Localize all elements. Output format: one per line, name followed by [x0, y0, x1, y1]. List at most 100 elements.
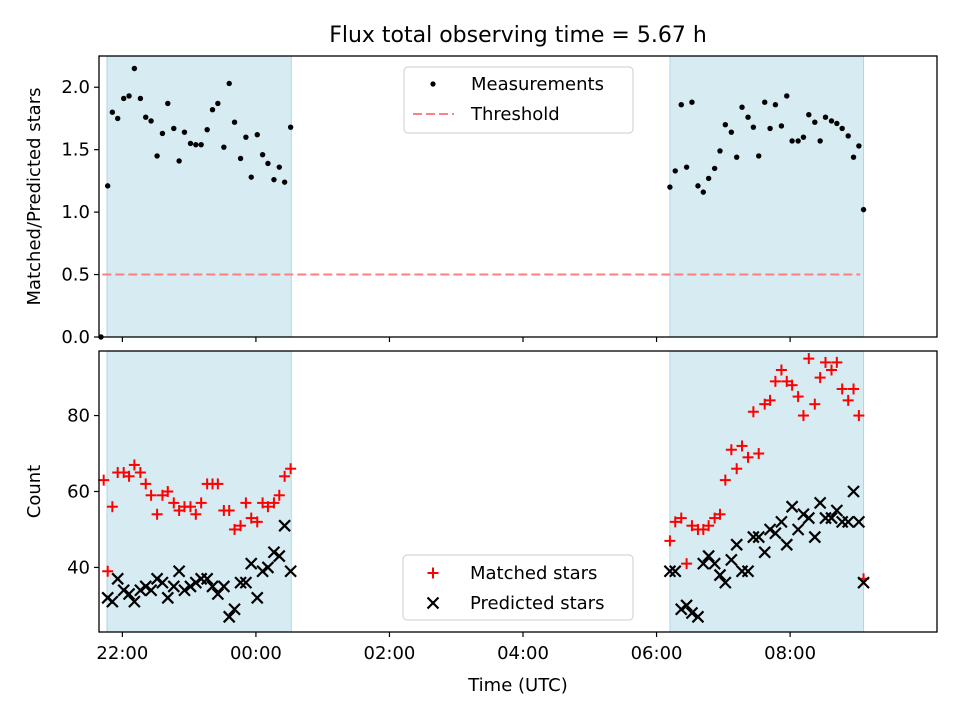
- predicted-star-point: [144, 583, 158, 597]
- predicted-star-point: [741, 564, 755, 578]
- predicted-star-point: [691, 610, 705, 624]
- matched-star-point: [273, 489, 285, 501]
- cross-stroke-b: [852, 515, 866, 529]
- x-tick-label: 08:00: [764, 643, 816, 664]
- x-tick-label: 00:00: [230, 643, 282, 664]
- cross-stroke-b: [172, 564, 186, 578]
- predicted-star-point: [802, 511, 816, 525]
- measurement-point: [176, 158, 182, 164]
- predicted-star-point: [156, 576, 169, 589]
- measurement-point: [221, 144, 227, 150]
- measurement-point: [756, 153, 762, 159]
- cross-stroke-b: [825, 511, 838, 525]
- bot-shaded-interval-1: [669, 350, 865, 633]
- predicted-star-point: [178, 583, 191, 597]
- cross-stroke-b: [769, 526, 782, 540]
- predicted-star-point: [775, 515, 788, 529]
- measurement-point: [667, 184, 673, 190]
- measurement-point: [237, 155, 244, 162]
- predicted-star-point: [852, 515, 866, 529]
- matched-star-point: [803, 353, 815, 365]
- measurement-point: [745, 114, 751, 120]
- cross-stroke-b: [713, 568, 727, 582]
- y-tick-label: 80: [67, 406, 90, 427]
- legend-plus: [427, 567, 439, 579]
- predicted-star-point: [228, 602, 241, 616]
- cross-stroke-b: [730, 538, 743, 551]
- cross-stroke-b: [752, 530, 765, 544]
- cross-stroke-b: [741, 564, 755, 578]
- predicted-star-point: [791, 523, 805, 536]
- measurement-point: [812, 119, 818, 125]
- matched-star-point: [792, 391, 804, 403]
- measurement-point: [711, 165, 718, 172]
- matched-star-point: [151, 508, 163, 520]
- matched-star-point: [831, 356, 843, 368]
- measurement-point: [700, 189, 706, 195]
- predicted-star-point: [813, 496, 827, 510]
- predicted-star-point: [234, 576, 247, 589]
- measurement-point: [806, 111, 812, 118]
- predicted-star-point: [122, 587, 136, 601]
- measurement-point: [705, 175, 712, 182]
- predicted-star-point: [725, 553, 738, 567]
- top-shaded-interval-0: [106, 55, 292, 338]
- count-x-axis-label: Time (UTC): [467, 675, 568, 696]
- cross-stroke-b: [775, 515, 788, 529]
- legend-threshold-label: Threshold: [470, 104, 560, 125]
- measurement-point: [695, 183, 701, 189]
- cross-stroke-b: [791, 523, 805, 536]
- matched-star-point: [797, 410, 809, 422]
- cross-stroke-b: [217, 580, 231, 593]
- cross-stroke-b: [261, 561, 275, 574]
- legend-matched-marker: [427, 567, 439, 579]
- cross-stroke-b: [278, 519, 291, 532]
- measurement-point: [243, 134, 249, 140]
- measurement-point: [281, 179, 288, 185]
- cross-stroke-b: [206, 580, 219, 593]
- matched-star-point: [245, 512, 257, 524]
- matched-star-point: [836, 383, 848, 395]
- matched-star-point: [223, 504, 235, 516]
- measurement-point: [778, 123, 785, 129]
- matched-star-point: [703, 520, 715, 532]
- count-legend: Matched stars Predicted stars: [402, 554, 634, 621]
- measurement-point: [121, 95, 127, 102]
- predicted-star-point: [747, 530, 760, 544]
- predicted-star-point: [769, 526, 782, 540]
- cross-stroke-b: [222, 610, 236, 624]
- measurement-point: [131, 65, 138, 72]
- cross-stroke-b: [668, 564, 682, 578]
- predicted-stars-points: [101, 485, 870, 624]
- measurement-point: [154, 153, 160, 159]
- predicted-star-point: [680, 599, 693, 612]
- x-tick-label: 04:00: [497, 643, 549, 664]
- measurement-point: [822, 114, 829, 120]
- cross-stroke-b: [244, 557, 258, 570]
- count-panel: 22:00 00:00 02:00 04:00 06:00 08:00 40 60 80 Co…: [24, 350, 938, 696]
- matched-star-point: [786, 379, 798, 391]
- predicted-star-point: [825, 511, 838, 525]
- matched-stars-points: [98, 353, 870, 585]
- predicted-star-point: [752, 530, 765, 544]
- matched-star-point: [853, 410, 865, 422]
- matched-star-point: [128, 459, 140, 471]
- measurement-point: [126, 93, 132, 99]
- cross-stroke-b: [685, 606, 699, 620]
- predicted-star-point: [172, 564, 186, 578]
- matched-star-point: [819, 356, 831, 368]
- measurement-point: [739, 104, 745, 110]
- predicted-star-point: [244, 557, 258, 570]
- ratio-y-axis-label: Matched/Predicted stars: [24, 88, 45, 306]
- matched-star-point: [686, 520, 698, 532]
- matched-star-point: [809, 398, 821, 410]
- predicted-star-point: [697, 557, 710, 570]
- legend-predicted-label: Predicted stars: [470, 593, 604, 614]
- matched-star-point: [725, 444, 737, 456]
- legend-measurements-label: Measurements: [471, 74, 604, 95]
- cross-stroke-b: [847, 485, 860, 498]
- count-y-ticks: 40 60 80: [67, 406, 99, 578]
- predicted-star-point: [719, 576, 732, 589]
- measurement-point: [750, 124, 757, 130]
